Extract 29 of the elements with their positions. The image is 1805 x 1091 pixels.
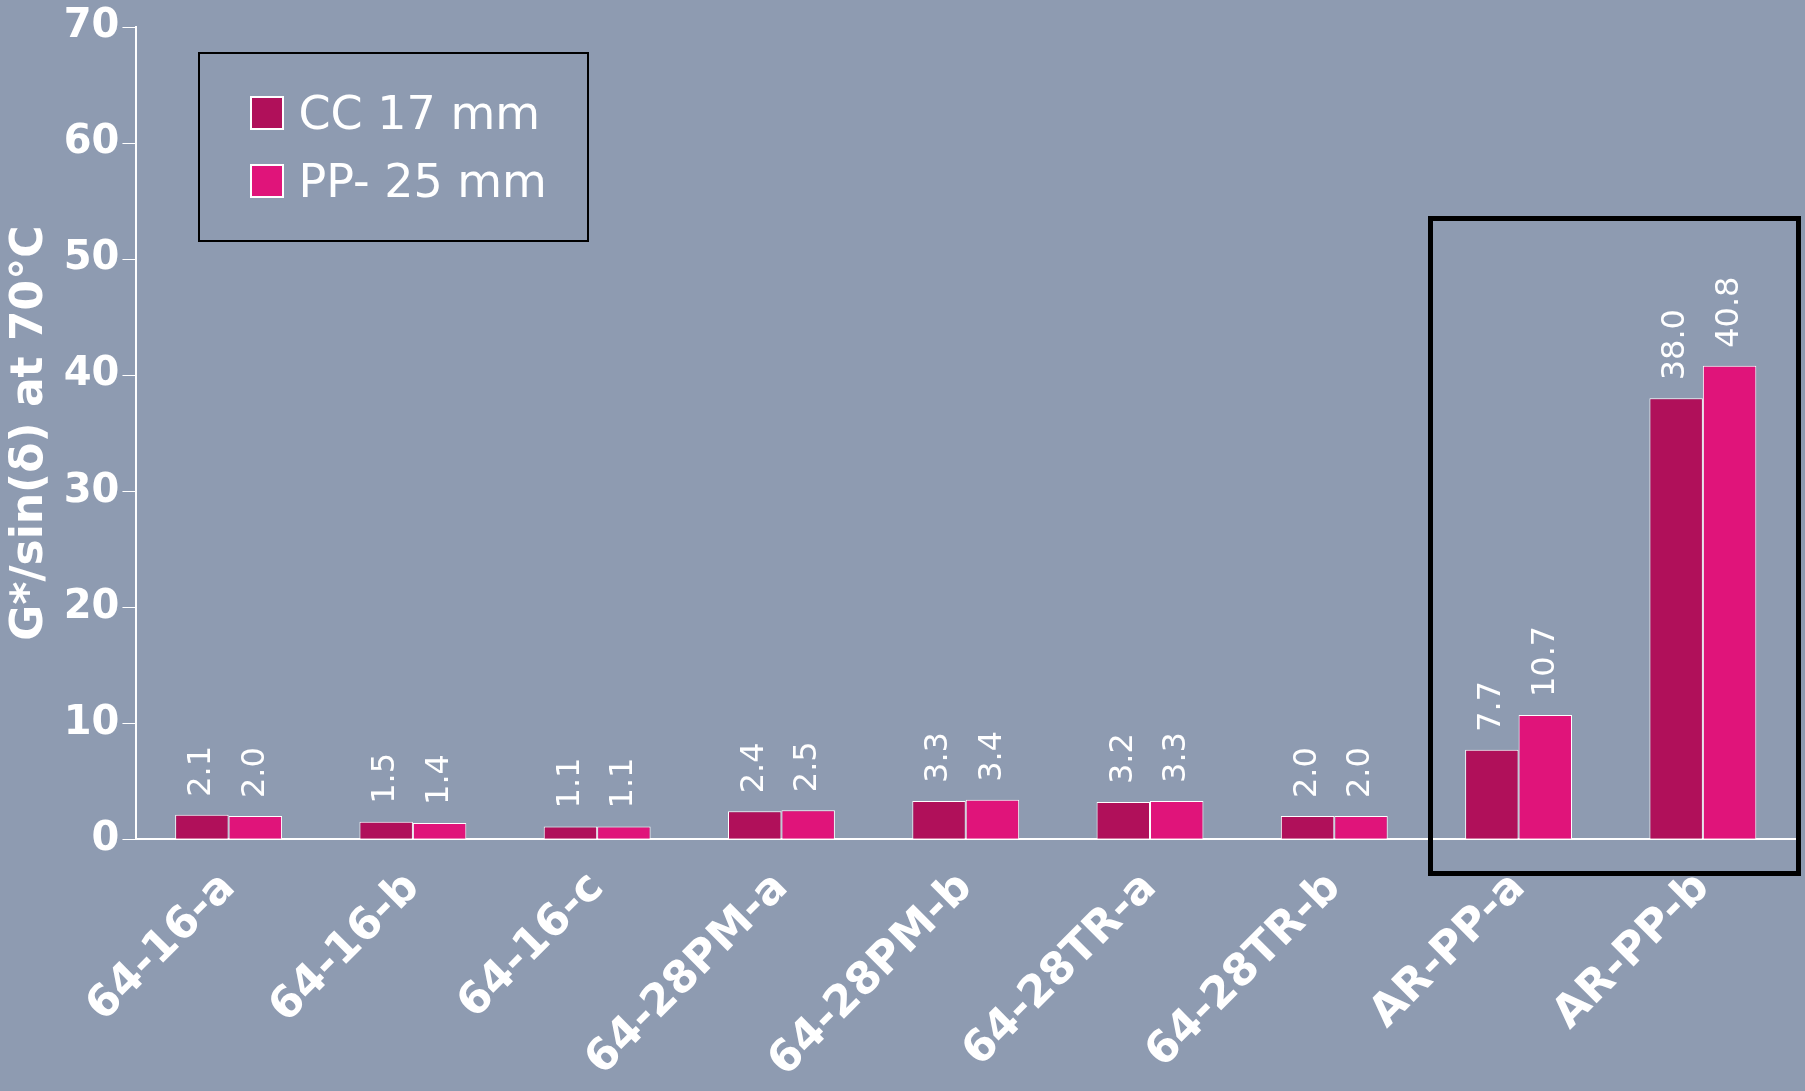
y-tick-label: 70	[63, 0, 120, 47]
data-label: 1.1	[548, 757, 587, 809]
y-tick-label: 40	[63, 348, 120, 395]
data-label: 2.0	[1339, 747, 1378, 799]
data-label: 3.4	[970, 730, 1009, 782]
data-label: 1.4	[417, 754, 456, 805]
data-label: 2.0	[233, 747, 272, 799]
y-tick-label: 50	[63, 232, 120, 279]
data-label: 3.2	[1101, 733, 1140, 785]
data-label: 2.1	[180, 745, 219, 797]
data-label: 10.7	[1523, 625, 1562, 698]
legend-label: CC 17 mm	[298, 86, 541, 140]
legend-label: PP- 25 mm	[298, 154, 547, 208]
data-label: 2.0	[1285, 747, 1324, 799]
y-tick-label: 20	[63, 580, 120, 627]
data-label: 7.7	[1470, 680, 1509, 732]
data-label: 40.8	[1707, 276, 1746, 348]
data-label: 38.0	[1654, 309, 1693, 381]
data-label: 2.4	[733, 742, 772, 794]
y-tick-label: 30	[63, 464, 120, 511]
data-label: 1.1	[602, 757, 641, 809]
data-label: 2.5	[786, 741, 825, 793]
y-tick-label: 10	[63, 696, 120, 743]
y-tick-label: 60	[63, 116, 120, 163]
data-label: 3.3	[917, 732, 956, 783]
data-label: 1.5	[364, 752, 403, 804]
data-label: 3.3	[1155, 732, 1194, 783]
y-tick-label: 0	[91, 812, 120, 859]
y-axis-title: G*/sin(δ) at 70°C	[0, 225, 52, 641]
